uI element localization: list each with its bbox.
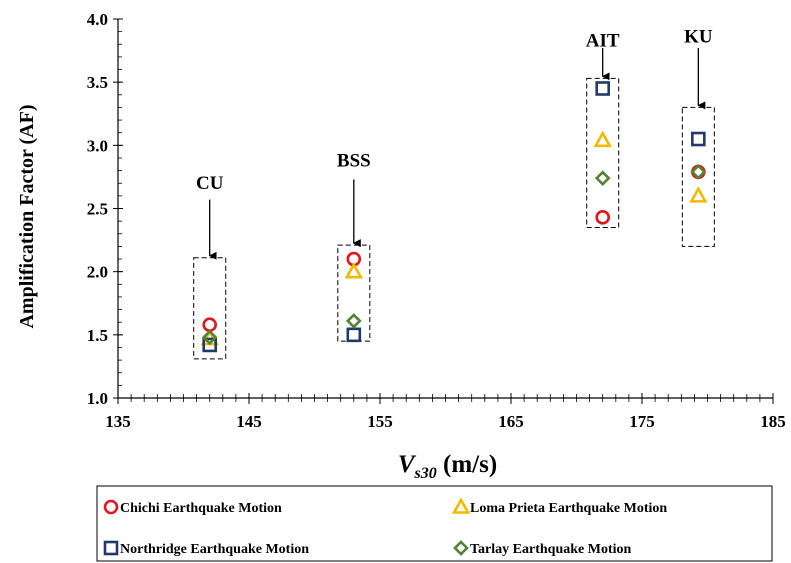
site-annotations: CU BSS AIT KU (193, 27, 715, 360)
site-label: CU (196, 173, 224, 194)
x-tick-label: 165 (498, 412, 524, 431)
legend-label: Chichi Earthquake Motion (120, 501, 282, 516)
diamond-data-point (201, 329, 218, 346)
legend-triangle-symbol (451, 497, 471, 514)
axes: 1.0 1.5 2.0 2.5 3.0 3.5 4.0 135 145 155 165 175 185 A… (16, 10, 786, 482)
legend-circle-symbol (103, 499, 119, 515)
site-label: BSS (337, 150, 371, 171)
square-data-point (346, 327, 362, 343)
legend-label: Northridge Earthquake Motion (120, 542, 309, 557)
square-data-point (202, 337, 217, 353)
x-tick-label: 185 (760, 412, 786, 431)
legend-label: Loma Prieta Earthquake Motion (470, 501, 667, 516)
diamond-data-point (690, 164, 707, 180)
triangle-data-point (344, 262, 364, 279)
x-tick-label: 155 (367, 412, 393, 431)
triangle-data-point (689, 186, 708, 203)
x-axis-title-main: V (398, 451, 417, 478)
y-axis-title: Amplification Factor (AF) (16, 104, 38, 328)
x-tick-label: 175 (629, 412, 655, 431)
y-tick-label: 1.0 (87, 389, 108, 408)
site-dashed-box (586, 77, 620, 228)
site-label: AIT (586, 30, 620, 51)
x-tick-label: 145 (236, 412, 262, 431)
legend-diamond-symbol (453, 540, 469, 556)
x-tick-label: 135 (105, 412, 131, 431)
triangle-data-point (593, 130, 612, 148)
legend-box (96, 485, 773, 562)
circle-data-point (202, 317, 217, 333)
y-tick-label: 3.0 (87, 136, 108, 155)
x-axis-title: Vs30 (m/s) (398, 451, 497, 482)
diamond-data-point (594, 170, 611, 187)
square-data-point (691, 131, 706, 147)
legend: Chichi Earthquake Motion Loma Prieta Eart… (96, 485, 773, 562)
y-tick-label: 4.0 (87, 10, 108, 29)
legend-label: Tarlay Earthquake Motion (470, 542, 631, 557)
site-label: KU (684, 27, 713, 48)
data-markers (200, 81, 708, 353)
y-tick-label: 2.0 (87, 263, 108, 282)
y-tick-label: 1.5 (87, 326, 108, 345)
square-data-point (595, 81, 611, 96)
legend-square-symbol (103, 540, 119, 556)
y-tick-label: 3.5 (87, 73, 108, 92)
diamond-data-point (345, 313, 362, 329)
y-tick-label: 2.5 (87, 200, 108, 219)
circle-data-point (595, 210, 611, 225)
x-axis-title-unit: (m/s) (437, 451, 497, 478)
x-axis-title-sub: s30 (414, 465, 437, 482)
